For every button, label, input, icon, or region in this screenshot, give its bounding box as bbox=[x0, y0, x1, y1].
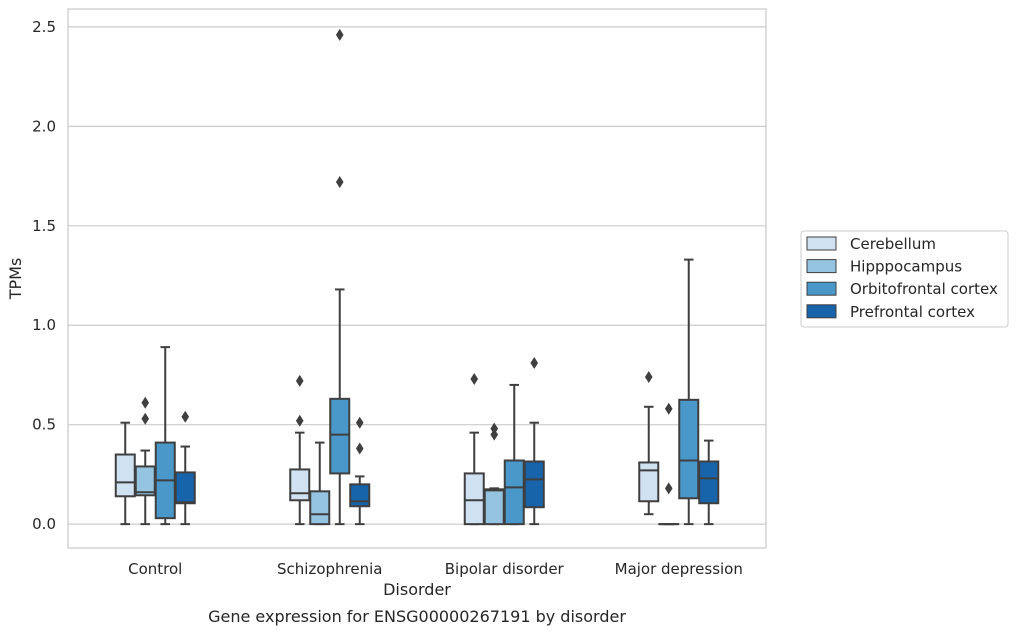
box-iqr bbox=[463, 472, 485, 526]
legend-swatch bbox=[806, 259, 837, 274]
y-tick-label: 2.5 bbox=[32, 18, 56, 36]
legend-items: Cerebellum Hipppocampus Orbitofrontal cort… bbox=[806, 235, 998, 321]
x-tick-label: Major depression bbox=[615, 560, 743, 578]
outlier-point bbox=[141, 412, 150, 425]
gridlines bbox=[68, 26, 766, 525]
outlier-point bbox=[664, 402, 673, 415]
box-3-2 bbox=[523, 357, 545, 526]
legend-label: Cerebellum bbox=[850, 235, 936, 253]
box-2-1 bbox=[329, 28, 351, 526]
legend-swatch bbox=[806, 236, 837, 251]
box-3-0 bbox=[174, 410, 196, 526]
box-iqr bbox=[289, 468, 311, 502]
y-tick-label: 1.5 bbox=[32, 217, 56, 235]
y-tick-label: 0.5 bbox=[32, 416, 56, 434]
box-3-1 bbox=[349, 416, 371, 526]
x-tick-label: Schizophrenia bbox=[277, 560, 382, 578]
outlier-point bbox=[490, 422, 499, 435]
legend-label: Orbitofrontal cortex bbox=[850, 280, 998, 298]
box-iqr bbox=[329, 397, 351, 475]
box-iqr bbox=[523, 460, 545, 509]
y-axis-label: TPMs bbox=[6, 258, 25, 301]
box-iqr bbox=[698, 460, 720, 505]
chart-caption: Gene expression for ENSG00000267191 by d… bbox=[208, 607, 626, 626]
box-iqr bbox=[503, 459, 525, 526]
box-2-0 bbox=[154, 346, 176, 526]
box-iqr bbox=[114, 453, 136, 498]
box-1-2 bbox=[483, 422, 505, 526]
box-2-3 bbox=[678, 258, 700, 526]
x-tick-label: Bipolar disorder bbox=[445, 560, 565, 578]
box-2-2 bbox=[503, 383, 525, 526]
box-iqr bbox=[678, 398, 700, 500]
box-1-0 bbox=[134, 396, 156, 526]
outlier-point bbox=[335, 28, 344, 41]
box-iqr bbox=[174, 471, 196, 505]
box-0-0 bbox=[114, 421, 136, 526]
box-0-3 bbox=[638, 370, 660, 516]
y-tick-label: 0.0 bbox=[32, 515, 56, 533]
y-tick-label: 1.0 bbox=[32, 316, 56, 334]
tick-labels: 0.0 0.5 1.0 1.5 2.0 2.5 Control Schizophrenia Bi… bbox=[32, 18, 743, 578]
legend-label: Hipppocampus bbox=[850, 258, 962, 276]
box-3-3 bbox=[698, 439, 720, 526]
legend: Cerebellum Hipppocampus Orbitofrontal cort… bbox=[800, 230, 1009, 328]
axes-frame bbox=[67, 8, 767, 549]
box-iqr bbox=[134, 465, 156, 497]
outlier-point bbox=[355, 416, 364, 429]
outlier-point bbox=[295, 374, 304, 387]
legend-frame bbox=[800, 230, 1009, 328]
outlier-point bbox=[355, 442, 364, 455]
box-1-1 bbox=[309, 441, 331, 526]
box-1-3 bbox=[658, 402, 680, 526]
box-iqr bbox=[309, 490, 331, 526]
outlier-point bbox=[181, 410, 190, 423]
outlier-point bbox=[295, 414, 304, 427]
outlier-point bbox=[141, 396, 150, 409]
outlier-point bbox=[470, 372, 479, 385]
outlier-point bbox=[335, 176, 344, 189]
outlier-point bbox=[530, 357, 539, 370]
box-0-2 bbox=[463, 372, 485, 526]
box-iqr bbox=[638, 461, 660, 503]
outlier-point bbox=[664, 482, 673, 495]
x-tick-label: Control bbox=[128, 560, 182, 578]
box-0-1 bbox=[289, 374, 311, 526]
box-iqr bbox=[483, 488, 505, 526]
plot-area bbox=[114, 28, 720, 526]
x-axis-label: Disorder bbox=[383, 580, 451, 599]
box-iqr bbox=[349, 483, 371, 508]
legend-label: Prefrontal cortex bbox=[850, 303, 975, 321]
legend-swatch bbox=[806, 304, 837, 319]
legend-swatch bbox=[806, 281, 837, 296]
outlier-point bbox=[644, 370, 653, 383]
y-tick-label: 2.0 bbox=[32, 117, 56, 135]
